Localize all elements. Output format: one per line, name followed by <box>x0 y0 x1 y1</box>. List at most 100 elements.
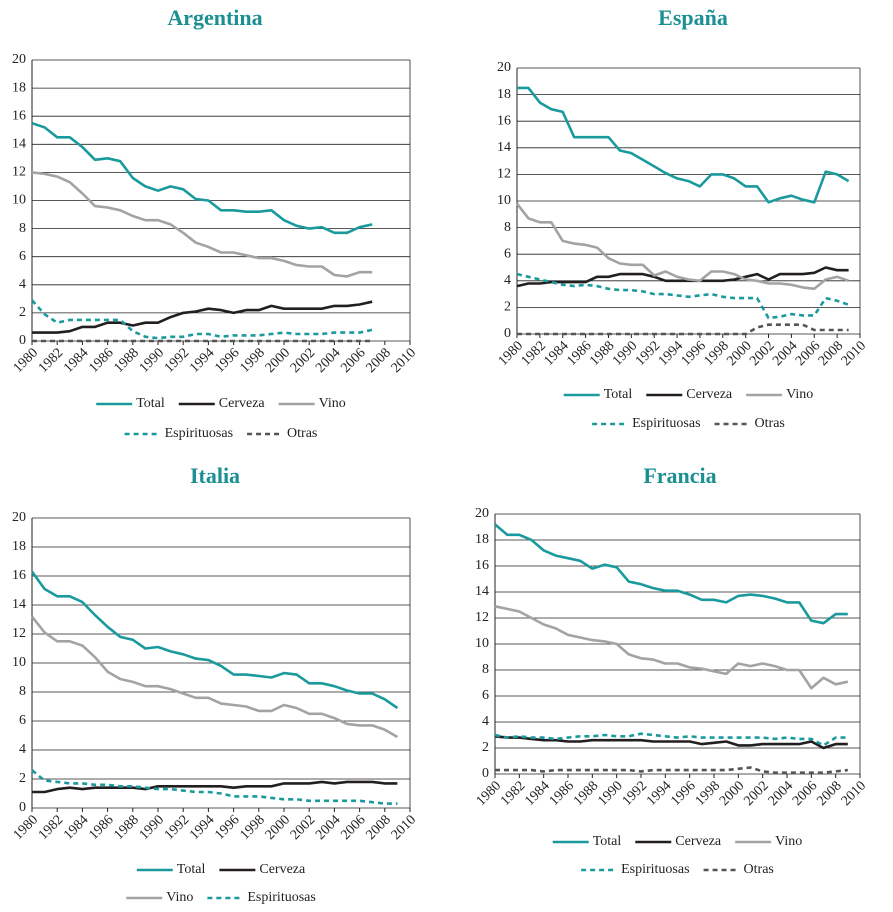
legend-label: Vino <box>775 834 802 849</box>
x-tick-label: 2002 <box>288 345 318 375</box>
x-tick-label: 2000 <box>717 778 747 808</box>
x-tick-label: 1980 <box>11 812 41 842</box>
x-tick-label: 2002 <box>747 338 777 368</box>
x-tick-label: 1998 <box>237 345 267 375</box>
series-line <box>31 299 373 340</box>
y-tick-label: 14 <box>475 584 489 599</box>
series-line <box>494 735 848 750</box>
x-tick-label: 2010 <box>839 338 869 368</box>
x-tick-label: 2006 <box>790 778 820 808</box>
y-tick-label: 6 <box>504 246 511 261</box>
x-tick-label: 2008 <box>363 345 393 375</box>
legend-label: Total <box>177 862 206 877</box>
y-tick-label: 0 <box>504 326 511 341</box>
legend-row: Total Cerveza <box>136 862 306 877</box>
legend-label: Cerveza <box>675 834 722 849</box>
legend-label: Espirituosas <box>165 426 233 441</box>
series-line <box>516 272 850 320</box>
y-tick-label: 4 <box>19 277 26 292</box>
x-tick-label: 1986 <box>86 812 116 842</box>
x-tick-label: 2008 <box>816 338 846 368</box>
y-tick-label: 20 <box>12 510 26 525</box>
x-tick-label: 1996 <box>212 345 242 375</box>
x-tick-label: 1998 <box>693 778 723 808</box>
x-tick-label: 2010 <box>389 345 419 375</box>
x-tick-label: 2004 <box>766 778 796 808</box>
x-tick-label: 2004 <box>313 345 343 375</box>
y-tick-label: 8 <box>504 220 511 235</box>
y-tick-label: 10 <box>475 636 489 651</box>
x-tick-label: 1988 <box>571 778 601 808</box>
legend-label: Otras <box>755 416 785 431</box>
y-tick-label: 12 <box>12 626 26 641</box>
x-tick-label: 1980 <box>496 338 526 368</box>
x-tick-label: 2000 <box>263 812 293 842</box>
y-tick-label: 0 <box>19 800 26 815</box>
y-tick-label: 2 <box>482 740 489 755</box>
x-tick-label: 1986 <box>564 338 594 368</box>
y-tick-label: 16 <box>475 558 489 573</box>
x-tick-label: 1996 <box>679 338 709 368</box>
y-tick-label: 0 <box>19 333 26 348</box>
legend-row: Espirituosas Otras <box>592 416 785 431</box>
y-tick-label: 8 <box>19 684 26 699</box>
y-tick-label: 8 <box>482 662 489 677</box>
y-tick-label: 14 <box>12 597 26 612</box>
legend-label: Espirituosas <box>632 416 700 431</box>
y-tick-label: 18 <box>475 532 489 547</box>
x-tick-label: 2004 <box>313 812 343 842</box>
series-line <box>31 121 373 235</box>
x-tick-label: 1992 <box>620 778 650 808</box>
y-tick-label: 18 <box>12 80 26 95</box>
x-tick-label: 1980 <box>11 345 41 375</box>
y-tick-label: 12 <box>475 610 489 625</box>
y-tick-label: 14 <box>12 137 26 152</box>
x-tick-label: 1980 <box>474 778 504 808</box>
y-tick-label: 20 <box>12 52 26 67</box>
x-tick-label: 1992 <box>162 812 192 842</box>
chart-title: España <box>658 5 728 30</box>
series-line <box>30 570 399 710</box>
legend-label: Otras <box>744 862 774 877</box>
chart-title: Italia <box>190 463 240 488</box>
y-tick-label: 12 <box>12 165 26 180</box>
y-tick-label: 4 <box>19 742 26 757</box>
x-tick-label: 1988 <box>111 812 141 842</box>
series-line <box>31 171 373 278</box>
x-tick-label: 1984 <box>522 778 552 808</box>
x-tick-label: 1990 <box>137 812 167 842</box>
legend-label: Otras <box>287 426 317 441</box>
chart-title: Argentina <box>167 5 262 30</box>
x-tick-label: 1986 <box>547 778 577 808</box>
y-tick-label: 6 <box>482 688 489 703</box>
legend-label: Espirituosas <box>247 890 315 905</box>
x-tick-label: 2002 <box>741 778 771 808</box>
x-tick-label: 2000 <box>263 345 293 375</box>
y-tick-label: 12 <box>497 167 511 182</box>
legend-row: Vino Espirituosas <box>126 890 316 905</box>
y-tick-label: 16 <box>497 113 511 128</box>
x-tick-label: 1984 <box>61 345 91 375</box>
x-tick-label: 1988 <box>587 338 617 368</box>
x-tick-label: 1990 <box>137 345 167 375</box>
x-tick-label: 1982 <box>36 812 66 842</box>
x-tick-label: 1994 <box>656 338 686 368</box>
x-tick-label: 2000 <box>724 338 754 368</box>
y-tick-label: 10 <box>12 655 26 670</box>
series-line <box>517 86 850 204</box>
y-tick-label: 4 <box>482 714 489 729</box>
y-tick-label: 10 <box>12 193 26 208</box>
x-tick-label: 1994 <box>187 345 217 375</box>
x-tick-label: 1996 <box>668 778 698 808</box>
series-line <box>517 323 849 336</box>
legend-row: Total Cerveza Vino <box>563 387 813 402</box>
x-tick-label: 1990 <box>610 338 640 368</box>
y-tick-label: 2 <box>19 771 26 786</box>
legend-row: Total Cerveza Vino <box>552 834 802 849</box>
x-tick-label: 1998 <box>237 812 267 842</box>
y-tick-label: 2 <box>19 305 26 320</box>
legend-label: Vino <box>166 890 193 905</box>
legend-label: Espirituosas <box>621 862 689 877</box>
x-tick-label: 2010 <box>839 778 869 808</box>
